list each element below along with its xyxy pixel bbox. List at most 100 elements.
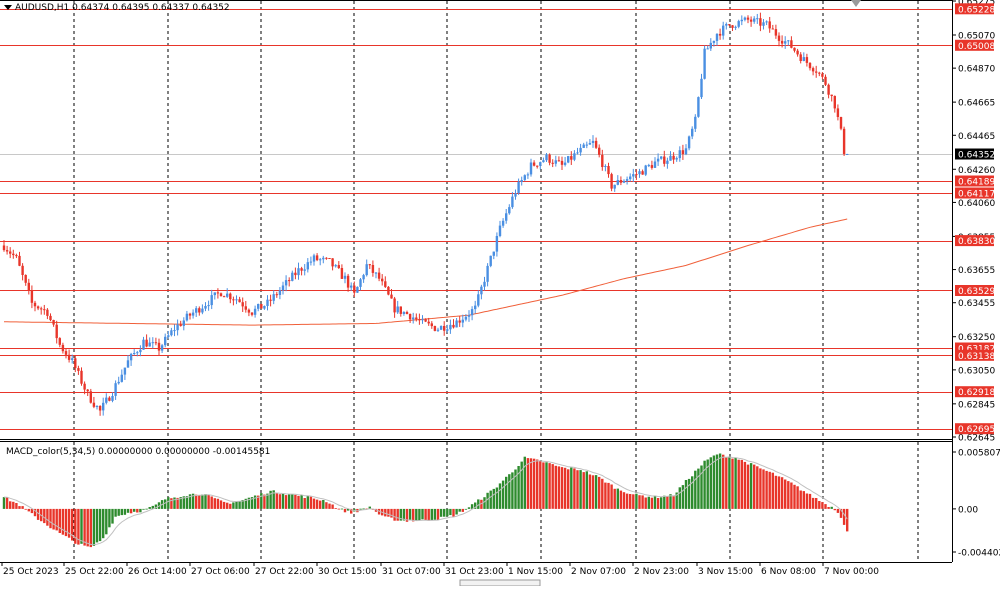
candle-body — [374, 272, 378, 274]
candle-body — [402, 312, 406, 314]
macd-bar — [672, 496, 675, 509]
candle-body — [288, 280, 291, 282]
candle-body — [771, 28, 774, 30]
macd-bar — [570, 467, 573, 509]
macd-bar — [644, 497, 647, 509]
candle-body — [328, 258, 331, 259]
macd-bar — [58, 508, 61, 533]
time-tick-label: 2 Nov 23:00 — [634, 567, 689, 577]
macd-bar — [684, 480, 688, 509]
macd-bar — [80, 508, 83, 544]
macd-bar — [297, 495, 300, 509]
candle-body — [281, 285, 285, 291]
candle-body — [452, 324, 455, 328]
candle-body — [319, 259, 322, 261]
candle-body — [27, 282, 30, 291]
candle-body — [297, 268, 300, 276]
level-label: 0.65228 — [958, 5, 995, 15]
candle-body — [185, 313, 189, 321]
candle-body — [762, 22, 765, 26]
macd-bar — [715, 454, 719, 509]
chart-frame — [0, 0, 953, 563]
macd-bar — [598, 476, 601, 509]
candle-body — [247, 309, 251, 313]
macd-bar — [12, 501, 15, 509]
candle-body — [260, 304, 263, 309]
candle-body — [672, 155, 675, 160]
candle-body — [179, 324, 182, 326]
macd-bar — [740, 459, 743, 509]
candle-body — [98, 406, 102, 411]
candle-body — [9, 251, 12, 254]
macd-bar — [232, 502, 235, 509]
one-click-trading-arrow-icon[interactable] — [851, 0, 861, 7]
macd-bar — [477, 499, 480, 509]
time-tick-label: 31 Oct 07:00 — [382, 567, 441, 577]
candle-body — [24, 275, 27, 283]
candlestick-series[interactable] — [2, 12, 849, 416]
collapse-triangle-icon[interactable] — [4, 5, 12, 10]
macd-bar — [325, 502, 328, 509]
macd-bar — [105, 508, 108, 535]
price-axis[interactable]: 0.652750.650700.648700.646650.644650.642… — [952, 0, 995, 444]
macd-bar — [498, 483, 502, 509]
macd-bar — [362, 508, 365, 510]
candle-body — [694, 116, 697, 129]
macd-bar — [591, 475, 595, 509]
candle-body — [408, 314, 412, 320]
candle-body — [412, 317, 415, 320]
candle-body — [315, 255, 319, 261]
candle-body — [759, 18, 762, 26]
macd-tick-label: 0.0058074 — [958, 449, 1000, 459]
macd-bar — [133, 508, 136, 512]
level-label-bg — [955, 187, 994, 199]
macd-bar — [846, 508, 849, 532]
candle-body — [582, 144, 585, 148]
candle-body — [492, 251, 495, 256]
macd-bar — [433, 508, 437, 520]
macd-bar — [67, 508, 71, 538]
level-label: 0.64117 — [958, 190, 995, 200]
candle-body — [136, 352, 139, 354]
macd-bar — [588, 474, 592, 509]
candle-body — [33, 302, 37, 307]
macd-bar — [95, 508, 99, 543]
time-axis[interactable]: 25 Oct 2023 25 Oct 22:00 26 Oct 14:00 27 Oc… — [1, 562, 879, 587]
macd-bar — [777, 476, 781, 509]
macd-bar — [455, 508, 458, 515]
macd-bar — [629, 494, 632, 509]
candle-body — [111, 396, 114, 401]
candle-body — [703, 48, 706, 79]
macd-bar — [557, 466, 561, 509]
candle-body — [322, 257, 325, 260]
macd-bar — [89, 508, 92, 548]
macd-bar — [55, 508, 58, 531]
candle-body — [154, 342, 158, 344]
candle-body — [576, 152, 579, 154]
candle-body — [470, 309, 474, 316]
macd-bar — [678, 487, 681, 509]
candle-body — [808, 62, 812, 69]
macd-bar — [604, 482, 607, 509]
candle-body — [139, 349, 142, 353]
candle-body — [421, 319, 424, 321]
candle-body — [737, 21, 740, 27]
macd-bar — [681, 485, 685, 509]
candle-body — [12, 253, 15, 256]
candle-body — [353, 285, 356, 293]
symbol-header: AUDUSD,H1 0.64374 0.64395 0.64337 0.6435… — [4, 3, 230, 13]
horizontal-levels[interactable] — [0, 9, 952, 430]
macd-bar — [824, 504, 827, 509]
macd-bar — [641, 495, 644, 509]
candle-body — [89, 391, 92, 403]
candle-body — [511, 196, 514, 208]
candle-body — [517, 181, 520, 193]
candle-body — [827, 84, 830, 95]
macd-bar — [319, 500, 322, 509]
candle-body — [55, 324, 58, 339]
macd-bar — [387, 508, 390, 517]
candle-body — [495, 236, 499, 252]
macd-bar — [198, 495, 201, 509]
